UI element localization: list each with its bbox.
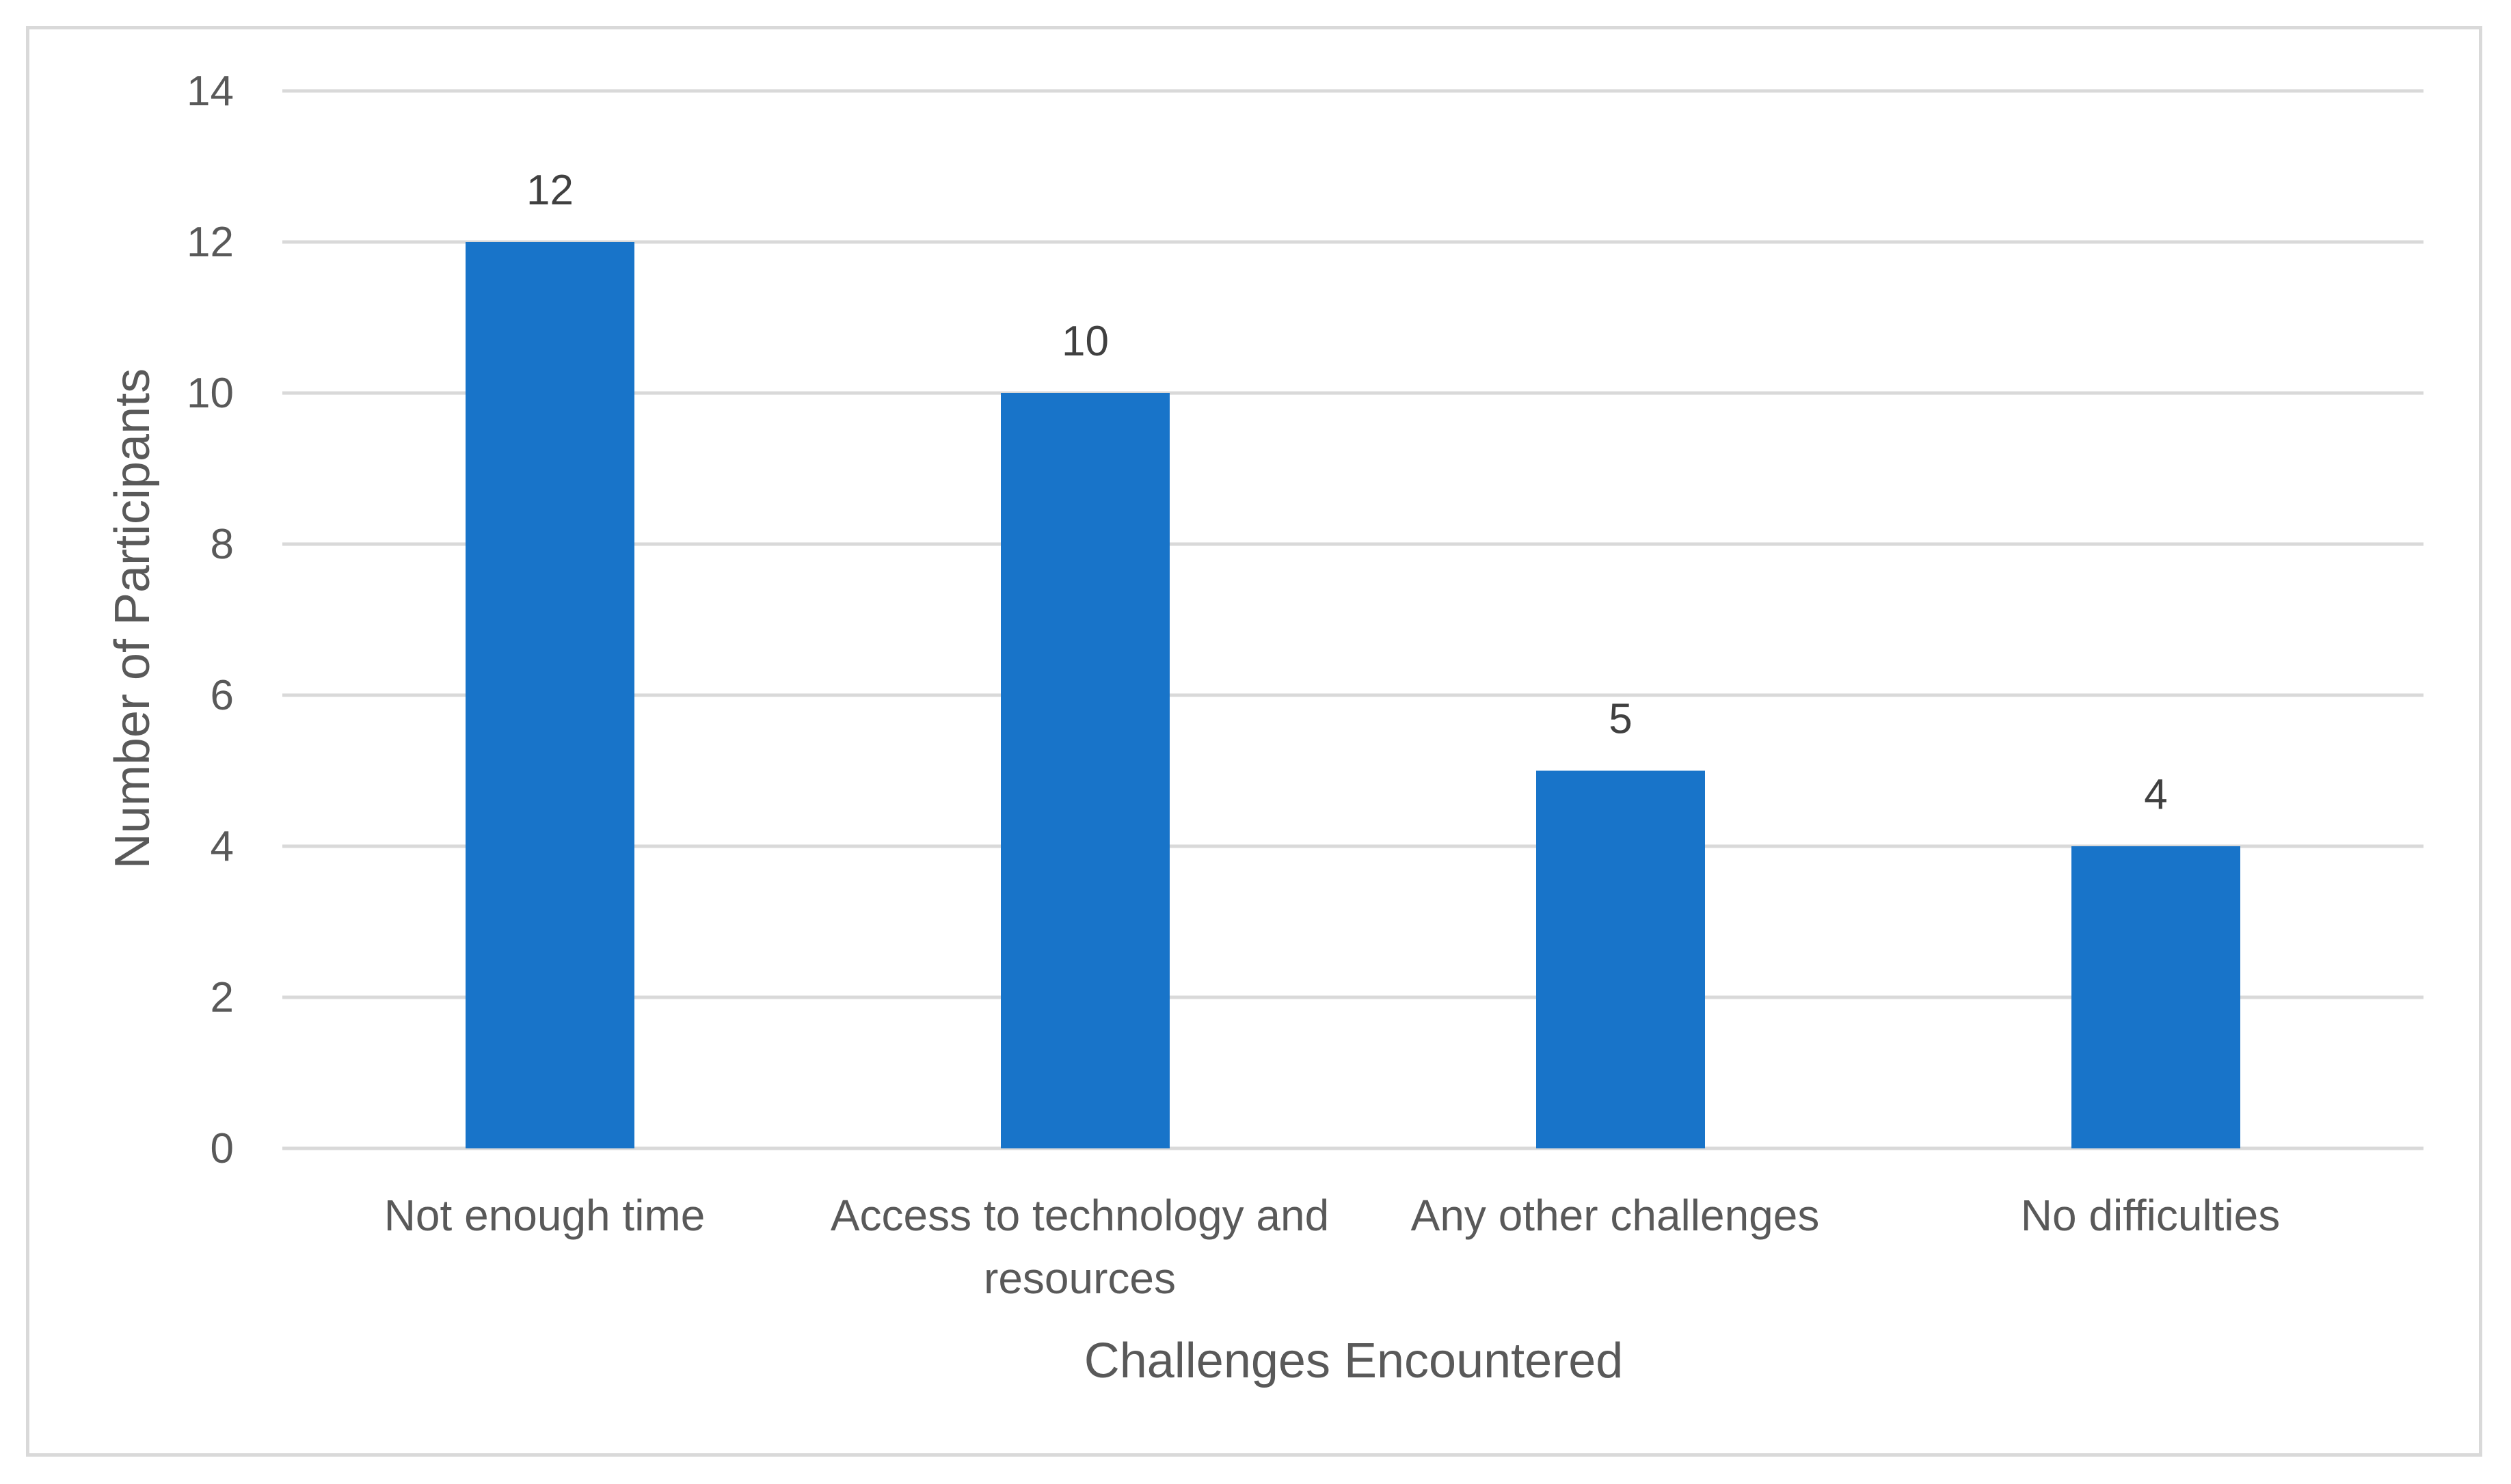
y-tick-label: 4 — [211, 823, 234, 870]
gridlines — [282, 89, 2423, 1150]
y-tick-label: 6 — [211, 672, 234, 719]
y-axis-title: Number of Participants — [105, 368, 160, 869]
y-tick-label: 0 — [211, 1125, 234, 1172]
data-label: 4 — [2144, 771, 2167, 818]
y-tick-label: 10 — [187, 370, 234, 417]
y-tick-label: 2 — [211, 974, 234, 1021]
y-tick-label: 12 — [187, 219, 234, 266]
x-category-label: resources — [984, 1254, 1176, 1303]
x-category-label: Not enough time — [384, 1191, 706, 1240]
x-axis-categories: Not enough time Access to technology and r… — [384, 1191, 2281, 1303]
bar — [2071, 846, 2240, 1148]
bar — [466, 242, 634, 1148]
data-label: 12 — [526, 167, 574, 214]
data-labels: 12 10 5 4 — [526, 167, 2168, 818]
x-category-label: Access to technology and — [831, 1191, 1329, 1240]
x-category-label: No difficulties — [2021, 1191, 2280, 1240]
data-label: 5 — [1609, 696, 1632, 743]
bars — [466, 242, 2240, 1148]
chart-frame — [26, 26, 2482, 1457]
bar — [1001, 393, 1170, 1148]
y-tick-label: 8 — [211, 521, 234, 568]
y-tick-label: 14 — [187, 68, 234, 115]
x-category-label: Any other challenges — [1411, 1191, 1820, 1240]
y-axis-ticks: 0 2 4 6 8 10 12 14 — [187, 68, 234, 1172]
x-axis-title: Challenges Encountered — [1084, 1334, 1624, 1388]
bar — [1536, 770, 1705, 1148]
data-label: 10 — [1062, 318, 1109, 365]
